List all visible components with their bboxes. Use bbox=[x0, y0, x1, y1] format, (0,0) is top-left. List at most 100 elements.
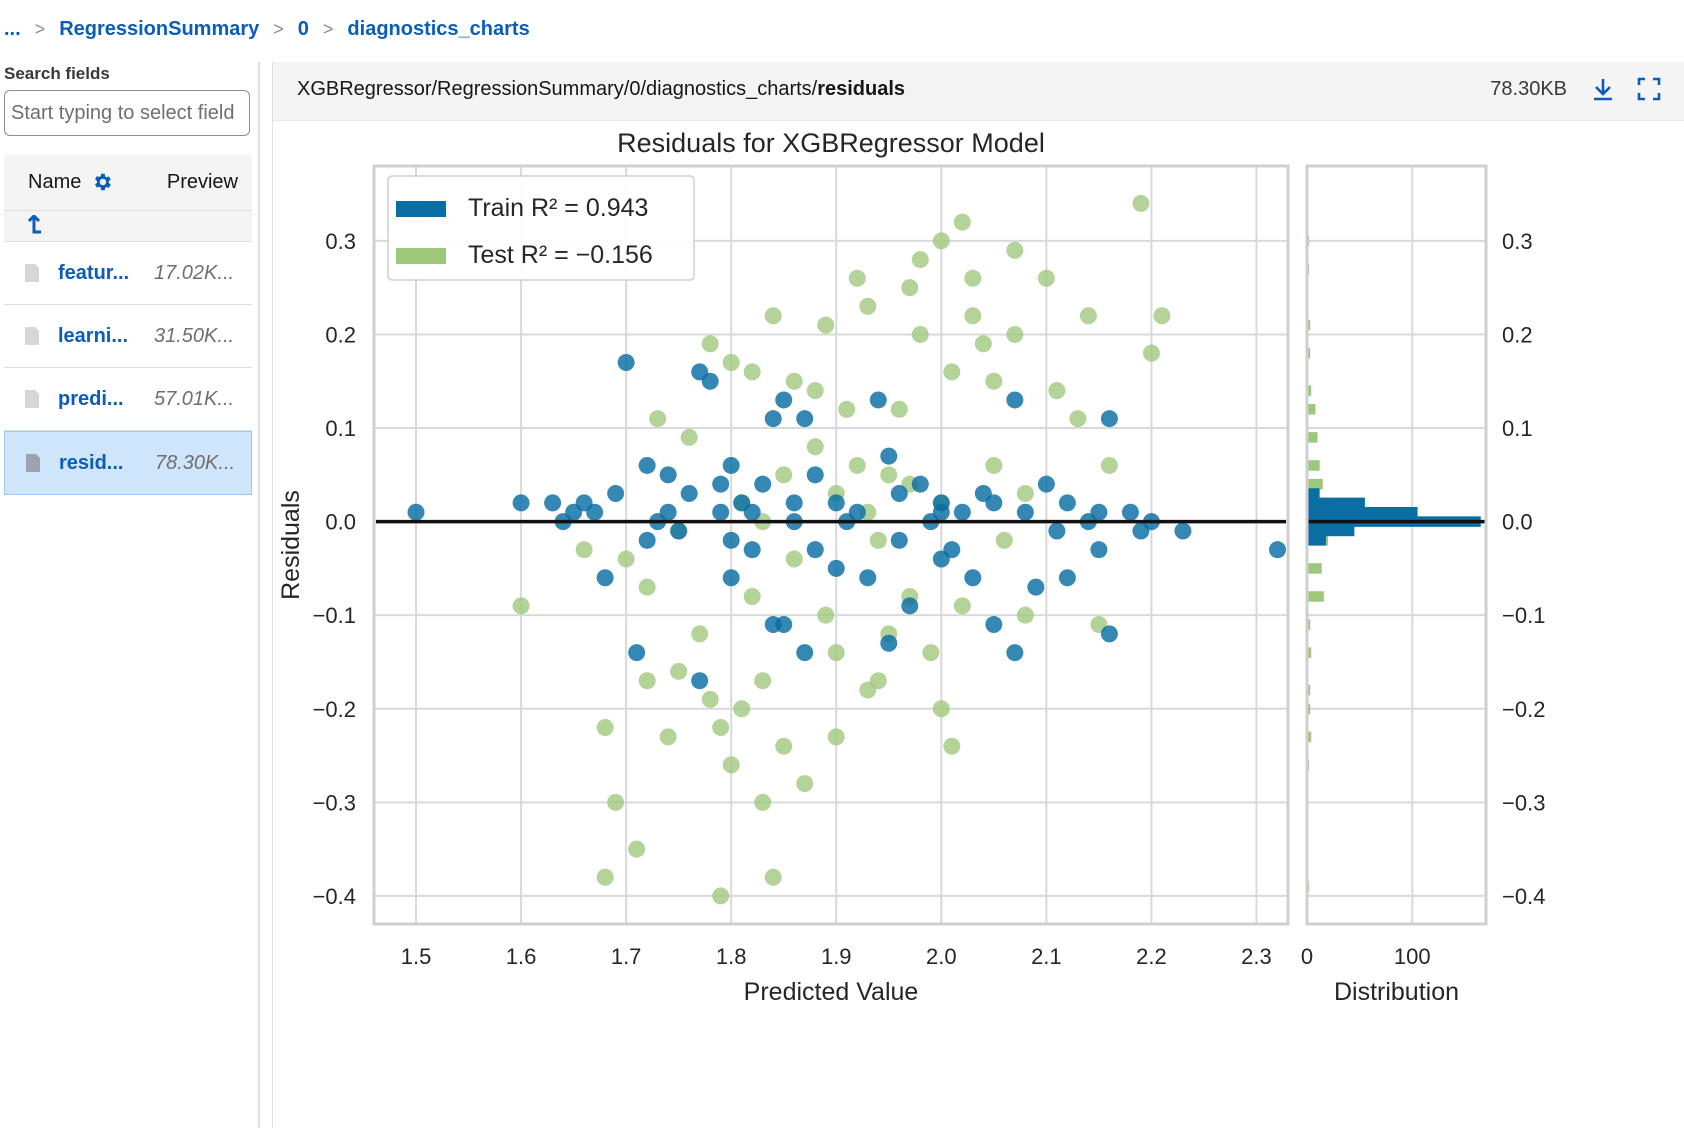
fullscreen-icon[interactable] bbox=[1635, 75, 1663, 103]
test-point bbox=[932, 232, 950, 250]
file-row[interactable]: featur... 17.02K... bbox=[4, 242, 252, 305]
train-point bbox=[722, 569, 740, 587]
test-point bbox=[985, 456, 1003, 474]
dist-test-bar bbox=[1307, 478, 1323, 490]
test-point bbox=[817, 316, 835, 334]
column-header-name[interactable]: Name bbox=[28, 170, 82, 193]
train-point bbox=[1058, 569, 1076, 587]
test-point bbox=[722, 756, 740, 774]
dist-y-tick-label: −0.1 bbox=[1502, 603, 1545, 628]
file-name[interactable]: learni... bbox=[58, 324, 129, 347]
test-point bbox=[995, 531, 1013, 549]
test-point bbox=[785, 550, 803, 568]
breadcrumb-ellipsis[interactable]: ... bbox=[4, 17, 21, 40]
train-point bbox=[638, 456, 656, 474]
file-list: featur... 17.02K... learni... 31.50K... pred… bbox=[4, 242, 252, 495]
test-point bbox=[911, 325, 929, 343]
file-table: Name Preview featur... 17.02K... learni...… bbox=[4, 154, 252, 495]
arrow-up-icon[interactable] bbox=[26, 215, 42, 237]
test-point bbox=[512, 597, 530, 615]
file-name[interactable]: featur... bbox=[58, 261, 130, 284]
train-point bbox=[827, 559, 845, 577]
dist-test-bar bbox=[1307, 619, 1311, 630]
train-point bbox=[743, 541, 761, 559]
test-point bbox=[890, 400, 908, 418]
test-point bbox=[848, 456, 866, 474]
train-point bbox=[1090, 541, 1108, 559]
test-point bbox=[1079, 307, 1097, 325]
x-tick-label: 1.5 bbox=[401, 944, 432, 969]
test-point bbox=[722, 354, 740, 372]
train-point bbox=[1121, 503, 1139, 521]
download-icon[interactable] bbox=[1589, 75, 1617, 103]
sidebar-divider[interactable] bbox=[258, 62, 260, 1128]
dist-test-bar bbox=[1307, 460, 1320, 471]
breadcrumb-index[interactable]: 0 bbox=[297, 17, 309, 40]
dist-test-bar bbox=[1307, 319, 1311, 331]
search-input[interactable] bbox=[4, 90, 250, 136]
file-row[interactable]: resid... 78.30K... bbox=[4, 431, 252, 495]
test-point bbox=[1048, 382, 1066, 400]
test-point bbox=[701, 335, 719, 353]
train-point bbox=[1268, 541, 1286, 559]
test-point bbox=[701, 690, 719, 708]
parent-folder-row[interactable] bbox=[4, 211, 252, 242]
train-point bbox=[628, 644, 646, 662]
train-point bbox=[859, 569, 877, 587]
test-point bbox=[806, 382, 824, 400]
test-point bbox=[859, 297, 877, 315]
document-icon bbox=[26, 454, 40, 472]
file-name[interactable]: predi... bbox=[58, 387, 124, 410]
train-point bbox=[596, 569, 614, 587]
train-point bbox=[743, 503, 761, 521]
test-point bbox=[901, 279, 919, 297]
test-point bbox=[806, 438, 824, 456]
test-point bbox=[817, 606, 835, 624]
dist-y-tick-label: −0.2 bbox=[1502, 697, 1545, 722]
train-point bbox=[827, 494, 845, 512]
dist-test-bar bbox=[1307, 703, 1311, 715]
dist-test-bar bbox=[1307, 647, 1312, 658]
file-preview-size: 31.50K... bbox=[154, 324, 235, 347]
train-point bbox=[1058, 494, 1076, 512]
test-point bbox=[743, 363, 761, 381]
train-point bbox=[953, 503, 971, 521]
test-point bbox=[1016, 606, 1034, 624]
dist-test-bar bbox=[1307, 591, 1324, 602]
legend-test-swatch bbox=[396, 248, 446, 264]
y-tick-label: −0.1 bbox=[313, 603, 356, 628]
breadcrumb-regression-summary[interactable]: RegressionSummary bbox=[59, 17, 260, 40]
train-point bbox=[722, 531, 740, 549]
file-row[interactable]: predi... 57.01K... bbox=[4, 368, 252, 431]
file-preview-size: 78.30K... bbox=[155, 451, 236, 474]
dist-test-bar bbox=[1307, 347, 1311, 359]
y-tick-label: −0.3 bbox=[313, 790, 356, 815]
train-point bbox=[754, 475, 772, 493]
train-point bbox=[764, 410, 782, 428]
test-point bbox=[827, 644, 845, 662]
x-tick-label: 1.6 bbox=[506, 944, 537, 969]
search-label: Search fields bbox=[4, 64, 110, 83]
breadcrumb-diagnostics-charts[interactable]: diagnostics_charts bbox=[347, 17, 530, 40]
train-point bbox=[964, 569, 982, 587]
document-icon bbox=[25, 264, 39, 282]
legend-train-swatch bbox=[396, 201, 446, 217]
y-tick-label: 0.1 bbox=[325, 416, 356, 441]
train-point bbox=[880, 634, 898, 652]
test-point bbox=[628, 840, 646, 858]
train-point bbox=[1016, 503, 1034, 521]
train-point bbox=[880, 447, 898, 465]
test-point bbox=[838, 400, 856, 418]
train-point bbox=[901, 597, 919, 615]
dist-test-bar bbox=[1307, 404, 1316, 415]
gear-icon[interactable] bbox=[91, 171, 113, 193]
file-row[interactable]: learni... 31.50K... bbox=[4, 305, 252, 368]
test-point bbox=[1006, 325, 1024, 343]
test-point bbox=[985, 372, 1003, 390]
document-icon bbox=[25, 327, 39, 345]
file-name[interactable]: resid... bbox=[59, 451, 124, 474]
dist-frame bbox=[1305, 164, 1488, 926]
train-point bbox=[1132, 522, 1150, 540]
train-point bbox=[806, 541, 824, 559]
test-point bbox=[575, 541, 593, 559]
